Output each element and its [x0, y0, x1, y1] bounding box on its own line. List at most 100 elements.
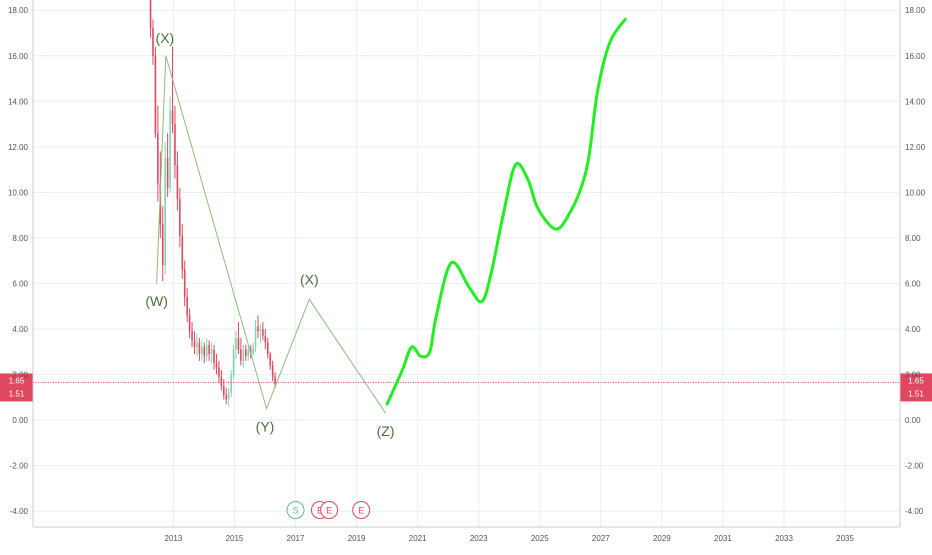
candle-body	[230, 374, 232, 393]
y-tick-label-left: -4.00	[10, 507, 29, 516]
candle-body	[269, 353, 272, 366]
candle-body	[274, 376, 276, 384]
candle-body	[183, 269, 186, 298]
elliott-wave-layer: (W) (X) (Y) (X) (Z)	[145, 30, 394, 439]
candle-body	[257, 326, 259, 332]
x-tick-label: 2031	[714, 534, 732, 543]
candle-body	[242, 349, 245, 361]
candle-body	[181, 235, 184, 270]
earnings-marker[interactable]	[352, 501, 371, 519]
candle-body	[247, 349, 250, 357]
y-tick-label-right: 8.00	[905, 234, 921, 243]
y-tick-label-right: -2.00	[905, 462, 924, 471]
x-tick-label: 2029	[653, 534, 671, 543]
price-label-left: 1.51	[9, 389, 25, 398]
candle-body	[193, 340, 196, 348]
candle-body	[210, 349, 213, 354]
y-tick-label-right: 12.00	[905, 143, 926, 152]
x-tick-label: 2019	[348, 534, 366, 543]
candle-body	[157, 133, 159, 184]
candle-body	[196, 342, 198, 348]
candle-body	[232, 349, 235, 375]
candle-body	[149, 0, 152, 29]
x-tick-label: 2017	[287, 534, 305, 543]
candle-body	[259, 328, 262, 332]
x-tick-label: 2015	[226, 534, 244, 543]
y-tick-label-left: 18.00	[8, 6, 29, 15]
y-tick-label-left: 10.00	[8, 188, 29, 197]
candle-body	[252, 347, 254, 354]
candle-body	[154, 55, 157, 134]
projection-curve	[385, 17, 627, 406]
x-tick-label: 2027	[592, 534, 610, 543]
candle-body	[264, 335, 267, 343]
x-tick-label: 2013	[165, 534, 183, 543]
candle-body	[166, 158, 169, 188]
y-tick-label-right: 14.00	[905, 97, 926, 106]
wave-label: (X)	[156, 30, 175, 46]
candle-body	[198, 342, 201, 354]
candle-body	[201, 347, 203, 354]
wave-label: (W)	[145, 293, 168, 309]
marker-label: E	[326, 506, 332, 516]
y-tick-label-left: 12.00	[8, 143, 29, 152]
price-line-layer: 1.65 1.65 1.51 1.51	[0, 373, 932, 402]
candle-body	[164, 158, 166, 266]
y-tick-label-left: 6.00	[12, 279, 28, 288]
x-tick-label: 2033	[775, 534, 793, 543]
candle-body	[161, 224, 164, 266]
price-label-right: 1.51	[908, 389, 924, 398]
candle-body	[237, 338, 240, 350]
y-tick-label-right: 16.00	[905, 52, 926, 61]
y-tick-label-right: 2.00	[905, 370, 921, 379]
candle-body	[191, 331, 193, 341]
y-tick-label-right: 18.00	[905, 6, 926, 15]
y-tick-label-right: 0.00	[905, 416, 921, 425]
split-marker[interactable]	[286, 501, 305, 519]
candle-body	[152, 28, 154, 56]
price-label-right: 1.65	[908, 376, 924, 385]
earnings-marker[interactable]	[320, 501, 339, 519]
candle-body	[220, 376, 223, 386]
y-tick-label-left: 16.00	[8, 52, 29, 61]
candle-body	[218, 367, 220, 377]
candle-body	[174, 124, 176, 166]
projection-layer	[385, 17, 627, 406]
candle-body	[208, 344, 210, 354]
wave-label: (Z)	[377, 423, 395, 439]
y-tick-label-left: 4.00	[12, 325, 28, 334]
y-tick-label-right: 4.00	[905, 325, 921, 334]
wave-label: (Y)	[256, 418, 275, 434]
x-tick-label: 2025	[531, 534, 549, 543]
y-tick-label-right: 10.00	[905, 188, 926, 197]
candle-body	[262, 328, 264, 336]
candle-body	[225, 394, 228, 400]
candle-body	[271, 365, 274, 377]
y-tick-label-left: -2.00	[10, 462, 29, 471]
x-tick-label: 2021	[409, 534, 427, 543]
candle-body	[169, 110, 171, 188]
candle-body	[186, 297, 188, 316]
candle-body	[188, 315, 191, 332]
candle-body	[215, 363, 218, 368]
wave-label: (X)	[300, 272, 319, 288]
candle-body	[171, 110, 174, 125]
y-tick-label-left: 8.00	[12, 234, 28, 243]
y-tick-label-right: -4.00	[905, 507, 924, 516]
x-tick-label: 2023	[470, 534, 488, 543]
candle-body	[223, 385, 225, 395]
candle-body	[227, 392, 230, 400]
candle-body	[213, 349, 215, 364]
y-tick-label-right: 6.00	[905, 279, 921, 288]
y-tick-label-left: 0.00	[12, 416, 28, 425]
marker-label: S	[293, 506, 299, 516]
candle-body	[205, 344, 208, 357]
price-label-left: 1.65	[9, 376, 25, 385]
marker-label: E	[358, 506, 364, 516]
candle-body	[203, 347, 206, 357]
